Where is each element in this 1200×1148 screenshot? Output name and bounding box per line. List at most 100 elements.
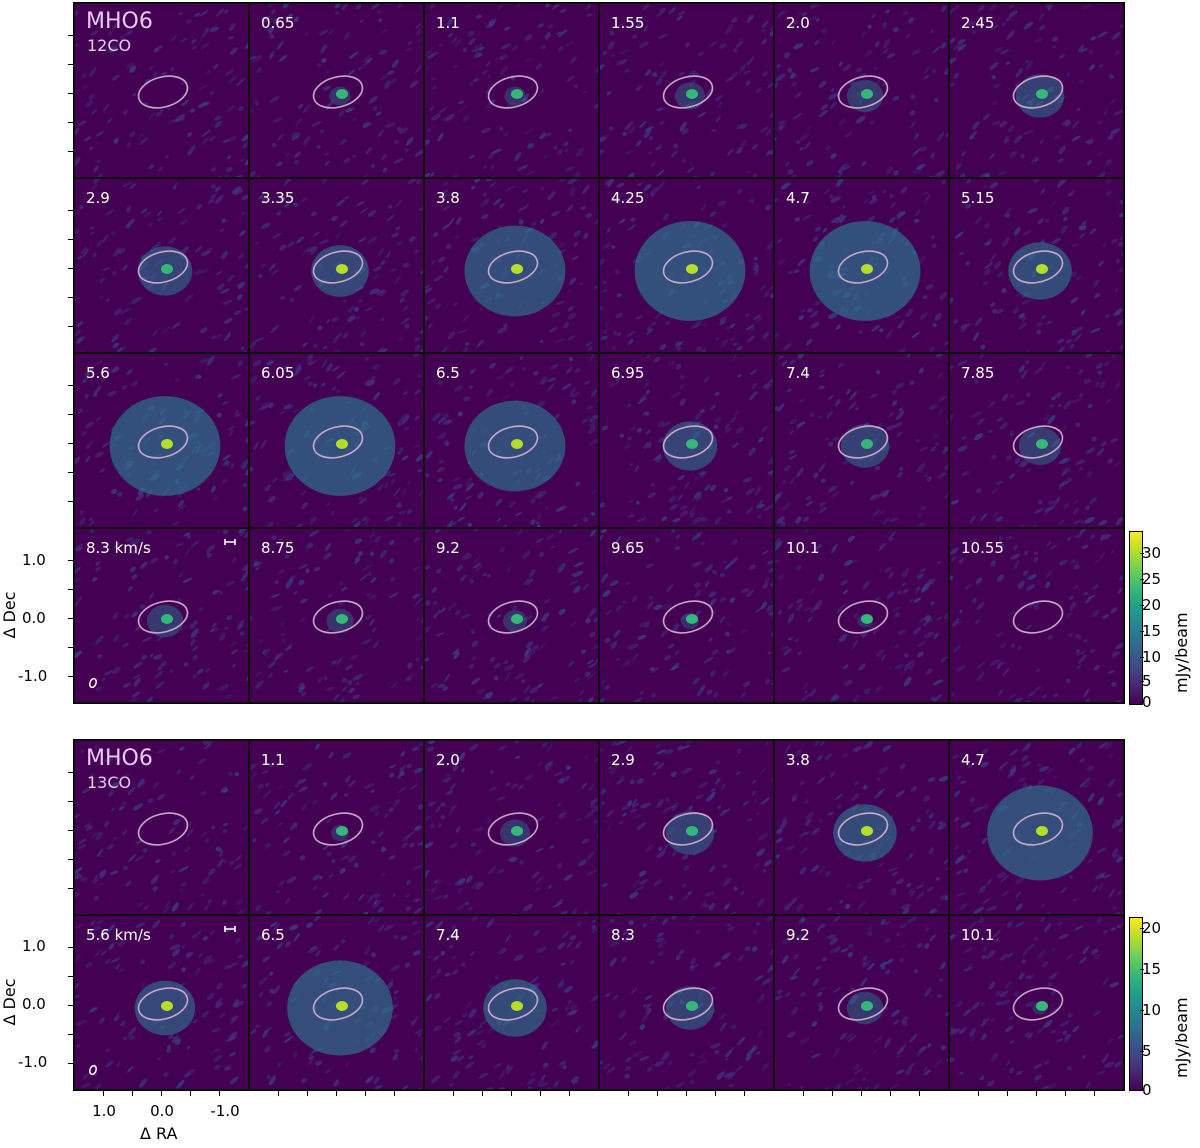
noise-speck <box>461 613 471 619</box>
noise-speck <box>331 385 336 392</box>
noise-speck <box>281 638 286 643</box>
noise-speck <box>907 916 918 924</box>
noise-speck <box>582 91 587 95</box>
noise-speck <box>150 875 159 885</box>
noise-speck <box>593 1040 598 1046</box>
noise-speck <box>843 165 850 171</box>
noise-speck <box>414 22 423 30</box>
noise-speck <box>348 69 356 76</box>
noise-speck <box>517 4 521 7</box>
channel-image <box>600 179 773 352</box>
noise-speck <box>649 916 658 921</box>
noise-speck <box>129 566 136 573</box>
noise-speck <box>761 39 767 45</box>
noise-speck <box>581 838 590 844</box>
noise-speck <box>113 246 121 257</box>
noise-speck <box>515 741 520 744</box>
noise-speck <box>732 538 738 545</box>
noise-speck <box>588 414 598 423</box>
noise-speck <box>225 460 231 466</box>
noise-speck <box>708 769 718 775</box>
noise-speck <box>1034 507 1045 514</box>
noise-speck <box>943 856 948 864</box>
noise-speck <box>245 39 248 50</box>
emission-peak <box>336 439 348 449</box>
noise-speck <box>108 30 114 36</box>
noise-speck <box>844 131 853 138</box>
noise-speck <box>801 11 808 17</box>
y-axis-ticks-bottom <box>60 740 74 1090</box>
noise-speck <box>258 405 269 411</box>
channel-image <box>425 4 598 177</box>
noise-speck <box>715 777 721 785</box>
noise-speck <box>1049 403 1055 408</box>
noise-speck <box>559 242 565 248</box>
channel-image <box>425 354 598 527</box>
noise-speck <box>557 942 566 950</box>
noise-speck <box>1043 413 1051 421</box>
noise-speck <box>732 342 739 347</box>
molecule-label: 12CO <box>87 36 132 55</box>
noise-speck <box>190 539 200 548</box>
noise-speck <box>456 1055 465 1062</box>
noise-speck <box>327 28 335 36</box>
noise-speck <box>111 666 121 675</box>
noise-speck <box>568 128 573 133</box>
noise-speck <box>917 522 926 527</box>
noise-speck <box>946 837 948 845</box>
noise-speck <box>200 892 206 897</box>
noise-speck <box>569 960 575 965</box>
noise-speck <box>438 459 444 464</box>
noise-speck <box>481 192 488 197</box>
noise-speck <box>1099 551 1106 560</box>
noise-speck <box>354 555 361 561</box>
noise-speck <box>1080 48 1088 53</box>
velocity-label: 6.5 <box>261 926 285 944</box>
noise-speck <box>602 243 612 249</box>
noise-speck <box>141 636 153 643</box>
noise-speck <box>152 330 158 336</box>
noise-speck <box>924 987 932 998</box>
noise-speck <box>157 793 165 800</box>
noise-speck <box>86 366 94 376</box>
noise-speck <box>838 118 847 126</box>
noise-speck <box>643 25 649 33</box>
noise-speck <box>591 924 596 930</box>
noise-speck <box>609 918 615 924</box>
noise-speck <box>474 556 481 563</box>
noise-speck <box>427 52 439 58</box>
noise-speck <box>661 918 669 925</box>
noise-speck <box>679 398 686 406</box>
noise-speck <box>550 363 559 369</box>
noise-speck <box>259 991 264 998</box>
noise-speck <box>792 112 803 120</box>
noise-speck <box>108 43 120 49</box>
noise-speck <box>452 765 458 772</box>
channel-image <box>950 4 1123 177</box>
noise-speck <box>955 162 962 170</box>
noise-speck <box>1100 441 1108 447</box>
noise-speck <box>458 100 464 105</box>
noise-speck <box>897 590 902 595</box>
noise-speck <box>630 779 635 785</box>
noise-speck <box>995 1000 1003 1006</box>
noise-speck <box>737 1036 746 1046</box>
noise-speck <box>845 903 851 910</box>
noise-speck <box>752 946 758 952</box>
noise-speck <box>367 571 372 576</box>
noise-speck <box>568 192 575 197</box>
channel-panel: 7.4 <box>424 915 599 1090</box>
noise-speck <box>980 344 986 350</box>
noise-speck <box>963 967 973 972</box>
noise-speck <box>1108 753 1114 759</box>
noise-speck <box>988 400 997 408</box>
noise-speck <box>132 549 137 555</box>
noise-speck <box>766 244 773 251</box>
noise-speck <box>465 342 470 346</box>
noise-speck <box>719 1012 728 1020</box>
noise-speck <box>553 1081 559 1088</box>
noise-speck <box>405 47 414 52</box>
noise-speck <box>489 656 496 663</box>
noise-speck <box>679 510 689 517</box>
noise-speck <box>501 53 509 60</box>
